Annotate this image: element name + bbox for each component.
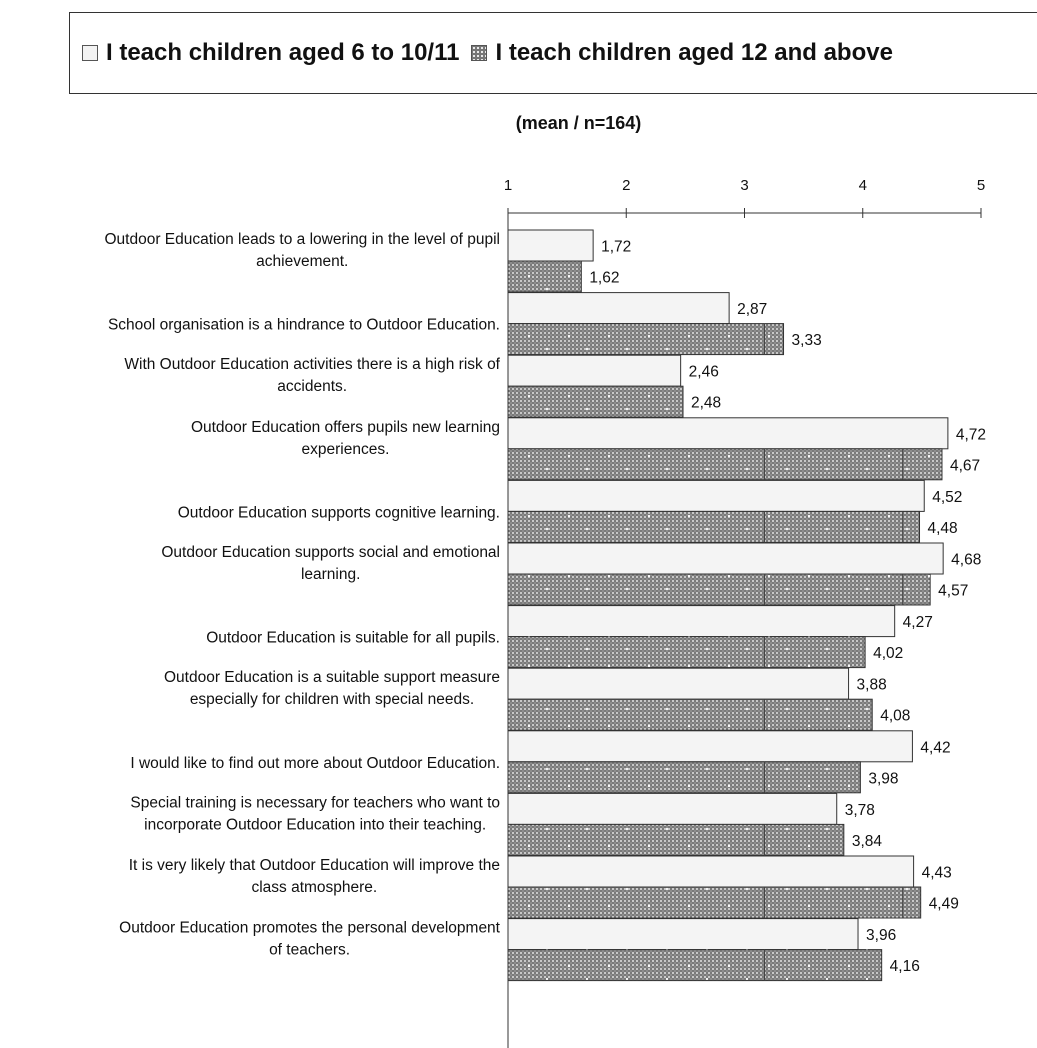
data-label: 4,02	[873, 645, 903, 662]
x-tick-label: 4	[859, 177, 867, 194]
data-label: 2,46	[689, 364, 719, 381]
legend-label-series-1: I teach children aged 6 to 10/11	[106, 39, 460, 66]
legend-swatch-series-2	[471, 45, 488, 61]
bar-series-2-texture	[508, 386, 684, 418]
category-label: Outdoor Education supports social and em…	[161, 544, 500, 561]
bar-series-2-texture	[508, 574, 931, 605]
data-label: 4,16	[890, 958, 920, 975]
category-label: Outdoor Education promotes the personal …	[119, 920, 501, 937]
data-label: 4,68	[951, 552, 981, 569]
x-tick-label: 5	[977, 177, 985, 194]
x-tick-label: 1	[504, 177, 512, 194]
bar-series-1	[507, 542, 944, 575]
legend-swatch-series-1	[82, 45, 98, 61]
data-label: 4,72	[956, 426, 986, 443]
bar-series-1	[507, 667, 850, 700]
data-label: 3,84	[852, 833, 883, 850]
bar-series-2-texture	[508, 448, 942, 480]
bar-series-1	[507, 229, 594, 262]
bar-series-2-texture	[508, 761, 861, 793]
data-label: 4,42	[920, 739, 950, 756]
category-label: learning.	[301, 566, 360, 583]
category-label: accidents.	[277, 378, 347, 395]
data-label: 3,88	[857, 677, 887, 694]
bar-series-2-texture	[508, 261, 582, 292]
category-label: It is very likely that Outdoor Education…	[129, 857, 500, 874]
legend-row: I teach children aged 6 to 10/11 I teach…	[82, 39, 905, 67]
data-label: 4,52	[932, 489, 962, 506]
data-label: 4,57	[938, 583, 968, 600]
category-label: of teachers.	[269, 942, 350, 959]
data-label: 3,96	[866, 927, 896, 944]
bar-series-2-texture	[508, 636, 866, 668]
category-label: Outdoor Education is suitable for all pu…	[206, 630, 500, 647]
bar-series-1	[507, 417, 949, 450]
data-label: 4,67	[950, 457, 980, 474]
data-label: 3,33	[792, 332, 822, 349]
category-label: Outdoor Education leads to a lowering in…	[105, 231, 501, 248]
data-label: 4,48	[928, 520, 958, 537]
bar-series-1	[507, 354, 682, 387]
bar-series-1	[507, 605, 896, 638]
data-label: 1,72	[601, 239, 631, 256]
category-label: I would like to find out more about Outd…	[130, 755, 500, 772]
data-label: 3,78	[845, 802, 875, 819]
category-label: experiences.	[302, 441, 390, 458]
data-label: 4,43	[922, 865, 952, 882]
category-label: achievement.	[256, 253, 348, 270]
data-label: 4,49	[929, 896, 959, 913]
bar-series-2-texture	[508, 699, 873, 731]
category-label: class atmosphere.	[251, 879, 377, 896]
data-label: 4,27	[903, 614, 933, 631]
legend-entry-series-2: I teach children aged 12 and above	[471, 39, 893, 67]
chart-subtitle: (mean / n=164)	[515, 113, 642, 133]
data-label: 1,62	[589, 270, 619, 287]
bar-series-1	[507, 792, 838, 825]
bar-series-2-texture	[508, 887, 921, 918]
bar-series-1	[507, 292, 730, 325]
legend-label-series-2: I teach children aged 12 and above	[495, 39, 893, 66]
category-label: School organisation is a hindrance to Ou…	[108, 317, 500, 334]
data-label: 2,48	[691, 395, 721, 412]
x-tick-label: 3	[740, 177, 748, 194]
bar-series-1	[507, 918, 859, 951]
category-label: With Outdoor Education activities there …	[124, 356, 500, 373]
data-label: 4,08	[880, 708, 910, 725]
bar-series-1	[507, 855, 915, 888]
bar-series-2-texture	[508, 949, 882, 981]
category-label: Special training is necessary for teache…	[130, 794, 500, 811]
legend: I teach children aged 6 to 10/11 I teach…	[69, 12, 1037, 94]
legend-entry-series-1: I teach children aged 6 to 10/11	[82, 39, 459, 67]
data-label: 3,98	[868, 770, 898, 787]
bar-series-2-texture	[508, 323, 784, 355]
category-label: Outdoor Education is a suitable support …	[164, 669, 500, 686]
category-label: Outdoor Education supports cognitive lea…	[178, 504, 500, 521]
bar-series-2-texture	[508, 824, 844, 856]
bar-series-1	[507, 479, 925, 512]
bar-series-1	[507, 730, 913, 763]
x-tick-label: 2	[622, 177, 630, 194]
category-label: incorporate Outdoor Education into their…	[144, 816, 486, 833]
category-label: Outdoor Education offers pupils new lear…	[191, 419, 500, 436]
bar-series-2-texture	[508, 511, 920, 543]
category-label: especially for children with special nee…	[190, 691, 474, 708]
data-label: 2,87	[737, 301, 767, 318]
